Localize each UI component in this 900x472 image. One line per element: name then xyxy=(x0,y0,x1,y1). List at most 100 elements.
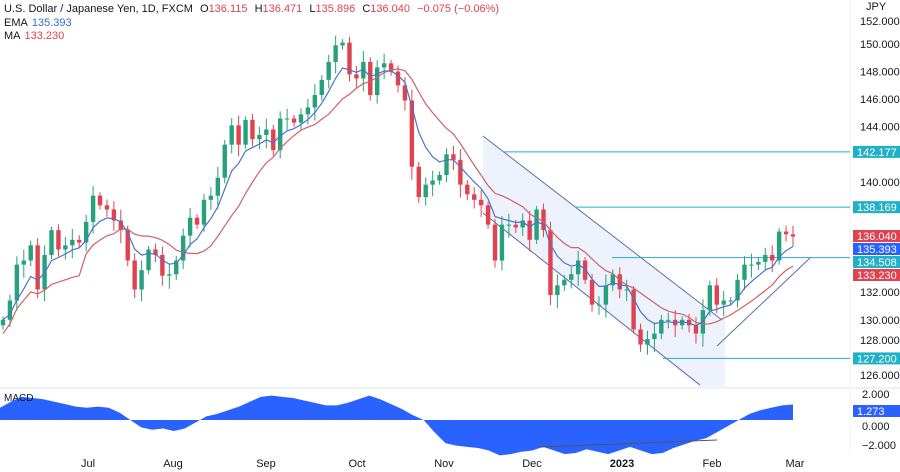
candle xyxy=(631,286,636,334)
candle-body xyxy=(167,274,172,276)
high-value: 136.471 xyxy=(262,3,303,15)
candle xyxy=(139,260,144,302)
candle-body xyxy=(194,217,200,225)
ma-price-label-text: 133.230 xyxy=(857,270,897,282)
ema-label: EMA xyxy=(4,16,28,29)
candle-body xyxy=(430,180,435,185)
low-label: L xyxy=(309,3,316,15)
y-tick-label: 150.000 xyxy=(860,39,900,51)
candle-body xyxy=(174,260,179,275)
ma-row[interactable]: MA 133.230 xyxy=(4,30,499,44)
candle-body xyxy=(603,285,609,305)
candle xyxy=(485,201,491,229)
candle-body xyxy=(111,209,117,221)
candle-body xyxy=(305,107,311,115)
candle xyxy=(617,267,622,299)
candle-body xyxy=(776,231,782,261)
candle-body xyxy=(354,74,359,79)
level-price-label-bg xyxy=(853,256,900,268)
symbol-title[interactable]: U.S. Dollar / Japanese Yen, 1D, FXCM xyxy=(4,3,193,15)
candle-body xyxy=(783,231,789,235)
candle xyxy=(7,294,13,327)
candle-body xyxy=(423,184,428,198)
candle-body xyxy=(541,209,546,231)
candle xyxy=(222,139,227,184)
candle-body xyxy=(368,61,373,96)
candle xyxy=(90,186,96,234)
candle-body xyxy=(437,175,442,181)
y-tick-label: 130.000 xyxy=(860,315,900,327)
candle-body xyxy=(645,339,650,345)
candle xyxy=(167,263,172,289)
ma-label: MA xyxy=(4,30,21,42)
candle xyxy=(582,257,588,284)
level-price-label-bg xyxy=(853,201,900,214)
candle-body xyxy=(610,274,616,286)
candle-body xyxy=(271,129,276,151)
ma-value: 133.230 xyxy=(24,30,65,42)
candle xyxy=(187,208,193,248)
ema-line xyxy=(2,67,794,327)
candle-body xyxy=(250,119,255,140)
candle xyxy=(589,273,595,312)
candle-body xyxy=(388,63,394,72)
candle xyxy=(63,236,68,260)
candle xyxy=(714,278,719,314)
candle xyxy=(83,214,89,252)
ema-row[interactable]: EMA 135.393 xyxy=(4,17,499,31)
candle-body xyxy=(340,42,345,46)
candle-body xyxy=(624,289,629,291)
candle-body xyxy=(7,300,13,320)
candle xyxy=(783,225,789,242)
currency-label: JPY xyxy=(866,1,887,13)
candle-body xyxy=(395,71,401,86)
close-label: C xyxy=(362,3,371,15)
candle xyxy=(118,209,124,244)
candle xyxy=(735,273,740,308)
x-tick-label: Oct xyxy=(348,458,365,470)
macd-label: MACD xyxy=(4,393,34,404)
candle xyxy=(499,216,505,271)
level-price-label-text: 142.177 xyxy=(857,147,897,159)
x-tick-label: Feb xyxy=(703,458,722,470)
candle xyxy=(347,36,352,82)
candle xyxy=(492,218,498,268)
candle-body xyxy=(125,230,130,261)
low-value: 135.896 xyxy=(315,3,356,15)
candle xyxy=(679,316,685,330)
ema-price-label-text: 135.393 xyxy=(857,244,897,256)
candle-body xyxy=(28,245,33,261)
candle-body xyxy=(735,279,740,301)
macd-divergence-line xyxy=(539,439,718,448)
candle xyxy=(28,240,33,267)
x-tick-label: 2023 xyxy=(610,458,634,470)
candle xyxy=(146,246,151,275)
candle xyxy=(160,246,165,286)
candle-body xyxy=(139,270,144,290)
candle xyxy=(56,224,61,257)
candle-body xyxy=(506,224,512,226)
candle xyxy=(666,312,671,329)
candle-body xyxy=(326,61,331,80)
candle xyxy=(395,65,401,93)
last-price-label-bg xyxy=(853,230,900,242)
y-tick-label: 126.000 xyxy=(860,370,900,382)
candle xyxy=(264,118,269,149)
candle xyxy=(416,162,421,203)
candle-body xyxy=(312,95,318,108)
candle-body xyxy=(770,254,775,261)
candle xyxy=(575,250,581,286)
candle-body xyxy=(215,177,221,196)
candle xyxy=(506,213,512,238)
candle-body xyxy=(298,114,304,123)
candle xyxy=(659,315,664,340)
candle-body xyxy=(180,235,186,261)
candle-body xyxy=(90,195,96,222)
candle xyxy=(381,53,387,80)
candle-body xyxy=(319,79,324,96)
candle-body xyxy=(485,205,491,225)
candle xyxy=(451,145,456,170)
macd-legend[interactable]: MACD xyxy=(4,393,33,404)
candle-body xyxy=(444,154,449,176)
